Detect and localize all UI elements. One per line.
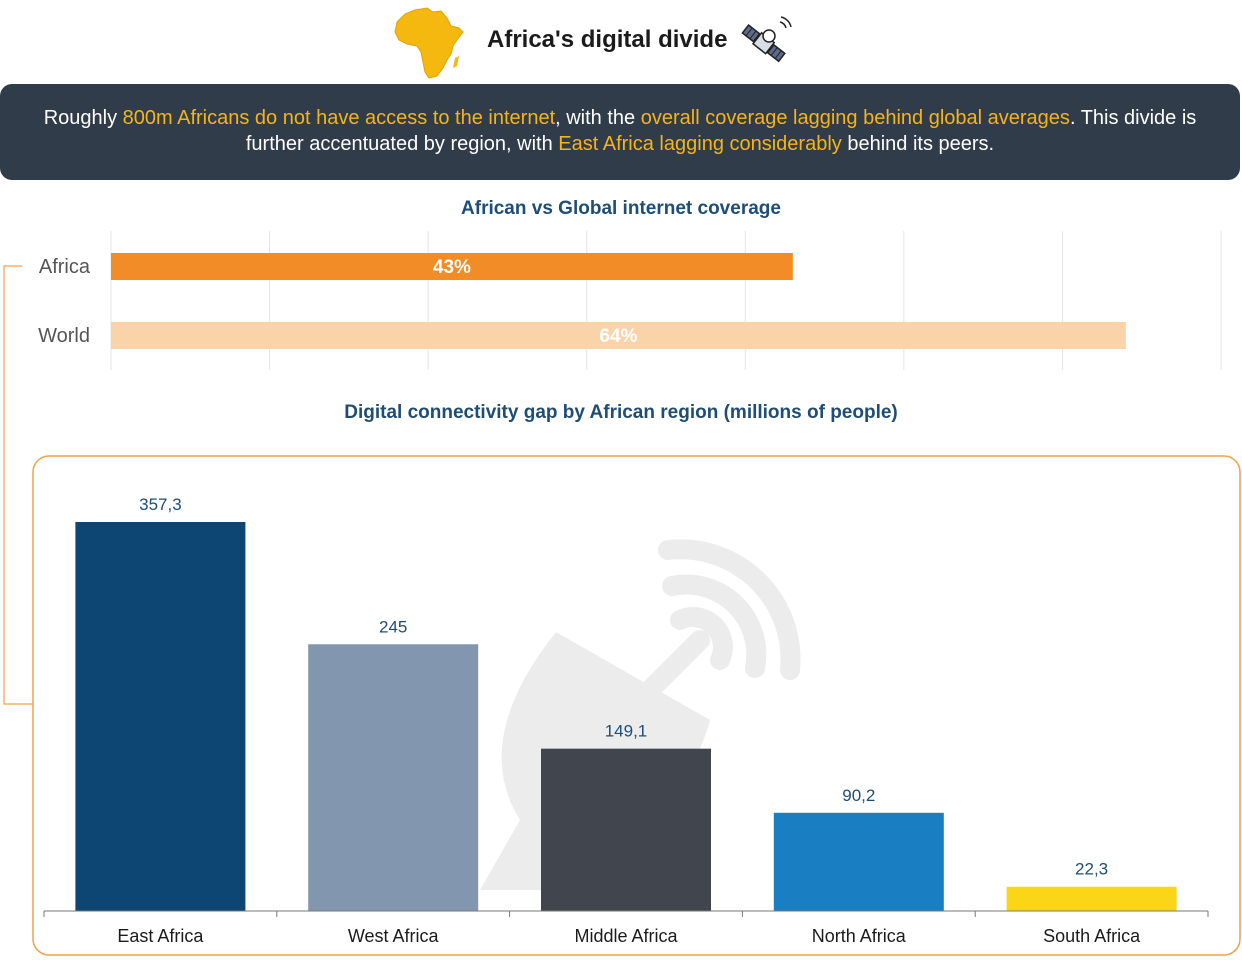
satellite-dish-watermark xyxy=(480,539,801,890)
region-tick-label: East Africa xyxy=(117,926,204,946)
region-tick-label: West Africa xyxy=(348,926,440,946)
region-bar xyxy=(75,522,246,911)
page-title: Africa's digital divide xyxy=(487,26,728,53)
region-bar-label: 90,2 xyxy=(842,786,875,805)
region-bar xyxy=(773,812,944,911)
header: Africa's digital divide xyxy=(0,0,1242,80)
coverage-category-label: Africa xyxy=(39,256,91,278)
region-tick-label: South Africa xyxy=(1043,926,1141,946)
coverage-bar-label: 64% xyxy=(599,326,637,347)
region-chart-title: Digital connectivity gap by African regi… xyxy=(344,402,898,423)
region-tick-label: Middle Africa xyxy=(574,926,678,946)
banner-text-3: . This divide is further accentuated by … xyxy=(245,107,1197,155)
region-bar-label: 357,3 xyxy=(139,495,182,514)
region-bar-label: 22,3 xyxy=(1075,860,1108,879)
banner-text-2: , with the xyxy=(555,107,641,129)
region-tick-label: North Africa xyxy=(812,926,907,946)
africa-map-icon xyxy=(394,7,464,79)
banner-highlight-3: East Africa lagging considerably xyxy=(558,133,842,155)
banner-text-4: behind its peers. xyxy=(841,133,995,155)
region-bar-label: 245 xyxy=(379,617,407,636)
banner-highlight-1: 800m Africans do not have access to the … xyxy=(122,107,556,129)
region-bar xyxy=(308,644,479,911)
region-chart-frame xyxy=(32,455,1241,956)
coverage-bar-label: 43% xyxy=(433,257,471,278)
connector-bracket xyxy=(3,265,33,705)
summary-banner: Roughly 800m Africans do not have access… xyxy=(0,84,1240,180)
satellite-icon xyxy=(741,16,792,63)
coverage-category-label: World xyxy=(38,325,90,347)
banner-text-1: Roughly xyxy=(43,107,123,129)
region-bar-label: 149,1 xyxy=(605,722,648,741)
coverage-grid xyxy=(110,231,1222,370)
region-bar xyxy=(1006,886,1177,911)
region-bar xyxy=(541,748,711,911)
banner-highlight-2: overall coverage lagging behind global a… xyxy=(640,107,1070,129)
coverage-bar xyxy=(111,322,1126,349)
coverage-chart-title: African vs Global internet coverage xyxy=(461,198,781,219)
coverage-bar xyxy=(111,253,793,280)
